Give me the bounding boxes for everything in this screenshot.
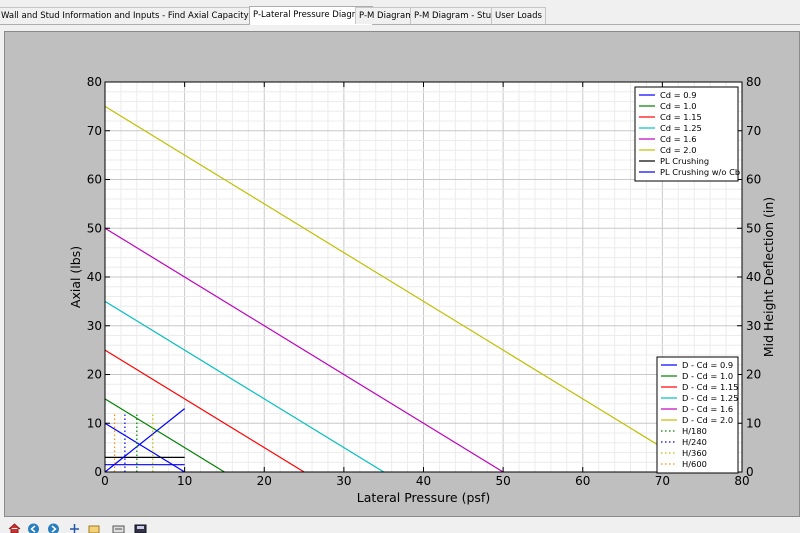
y2-axis-label: Mid Height Deflection (in) bbox=[761, 197, 776, 357]
legend-label: H/240 bbox=[682, 437, 707, 447]
y-tick-label: 10 bbox=[87, 416, 102, 430]
legend-label: D - Cd = 1.15 bbox=[682, 382, 738, 392]
x-tick-label: 70 bbox=[655, 474, 670, 488]
legend-label: Cd = 1.0 bbox=[660, 101, 696, 111]
tab-p-m-diagram-stud[interactable]: P-M Diagram - Stud bbox=[410, 7, 501, 24]
y-tick-label: 0 bbox=[94, 465, 102, 479]
back-icon[interactable] bbox=[27, 523, 40, 533]
legend-label: D - Cd = 1.25 bbox=[682, 393, 738, 403]
tab-user-loads[interactable]: User Loads bbox=[491, 7, 546, 24]
y2-tick-label: 70 bbox=[746, 124, 761, 138]
y2-tick-label: 50 bbox=[746, 221, 761, 235]
x-tick-label: 20 bbox=[257, 474, 272, 488]
legend-label: PL Crushing bbox=[660, 156, 709, 166]
y2-tick-label: 30 bbox=[746, 319, 761, 333]
legend-label: H/360 bbox=[682, 448, 707, 458]
legend-label: D - Cd = 1.6 bbox=[682, 404, 733, 414]
pan-icon[interactable] bbox=[68, 523, 81, 533]
y2-tick-label: 10 bbox=[746, 416, 761, 430]
y-tick-label: 60 bbox=[87, 173, 102, 187]
legend-label: D - Cd = 2.0 bbox=[682, 415, 733, 425]
y2-tick-label: 60 bbox=[746, 173, 761, 187]
y-tick-label: 50 bbox=[87, 221, 102, 235]
y-tick-label: 70 bbox=[87, 124, 102, 138]
tab-bar: Wall and Stud Information and Inputs - F… bbox=[0, 0, 800, 25]
legend-label: Cd = 1.25 bbox=[660, 123, 702, 133]
legend-label: D - Cd = 0.9 bbox=[682, 360, 733, 370]
legend-label: Cd = 1.6 bbox=[660, 134, 696, 144]
x-axis-label: Lateral Pressure (psf) bbox=[357, 490, 490, 505]
legend-label: Cd = 1.15 bbox=[660, 112, 702, 122]
legend-deflection: D - Cd = 0.9D - Cd = 1.0D - Cd = 1.15D -… bbox=[657, 357, 738, 473]
y2-tick-label: 20 bbox=[746, 368, 761, 382]
legend-label: D - Cd = 1.0 bbox=[682, 371, 733, 381]
configure-subplots-icon[interactable] bbox=[112, 523, 125, 533]
y-tick-label: 40 bbox=[87, 270, 102, 284]
y-tick-label: 80 bbox=[87, 75, 102, 89]
legend-label: Cd = 0.9 bbox=[660, 90, 696, 100]
forward-icon[interactable] bbox=[47, 523, 60, 533]
legend-label: PL Crushing w/o Cb bbox=[660, 167, 740, 177]
x-tick-label: 60 bbox=[575, 474, 590, 488]
zoom-icon[interactable] bbox=[88, 523, 101, 533]
y2-tick-label: 0 bbox=[746, 465, 754, 479]
x-tick-label: 0 bbox=[101, 474, 109, 488]
plot-toolbar bbox=[0, 520, 800, 531]
tab-p-m-diagram[interactable]: P-M Diagram bbox=[355, 7, 418, 24]
x-tick-label: 10 bbox=[177, 474, 192, 488]
y-tick-label: 20 bbox=[87, 368, 102, 382]
home-icon[interactable] bbox=[8, 523, 21, 533]
y-axis-label: Axial (lbs) bbox=[68, 246, 83, 308]
y2-tick-label: 40 bbox=[746, 270, 761, 284]
legend-label: H/600 bbox=[682, 459, 707, 469]
x-tick-label: 40 bbox=[416, 474, 431, 488]
save-icon[interactable] bbox=[134, 523, 147, 533]
tab-wall-and-stud-information[interactable]: Wall and Stud Information and Inputs - F… bbox=[0, 7, 291, 24]
legend-label: Cd = 2.0 bbox=[660, 145, 696, 155]
y2-tick-label: 80 bbox=[746, 75, 761, 89]
y-tick-label: 30 bbox=[87, 319, 102, 333]
x-tick-label: 30 bbox=[336, 474, 351, 488]
x-tick-label: 50 bbox=[495, 474, 510, 488]
legend-label: H/180 bbox=[682, 426, 707, 436]
